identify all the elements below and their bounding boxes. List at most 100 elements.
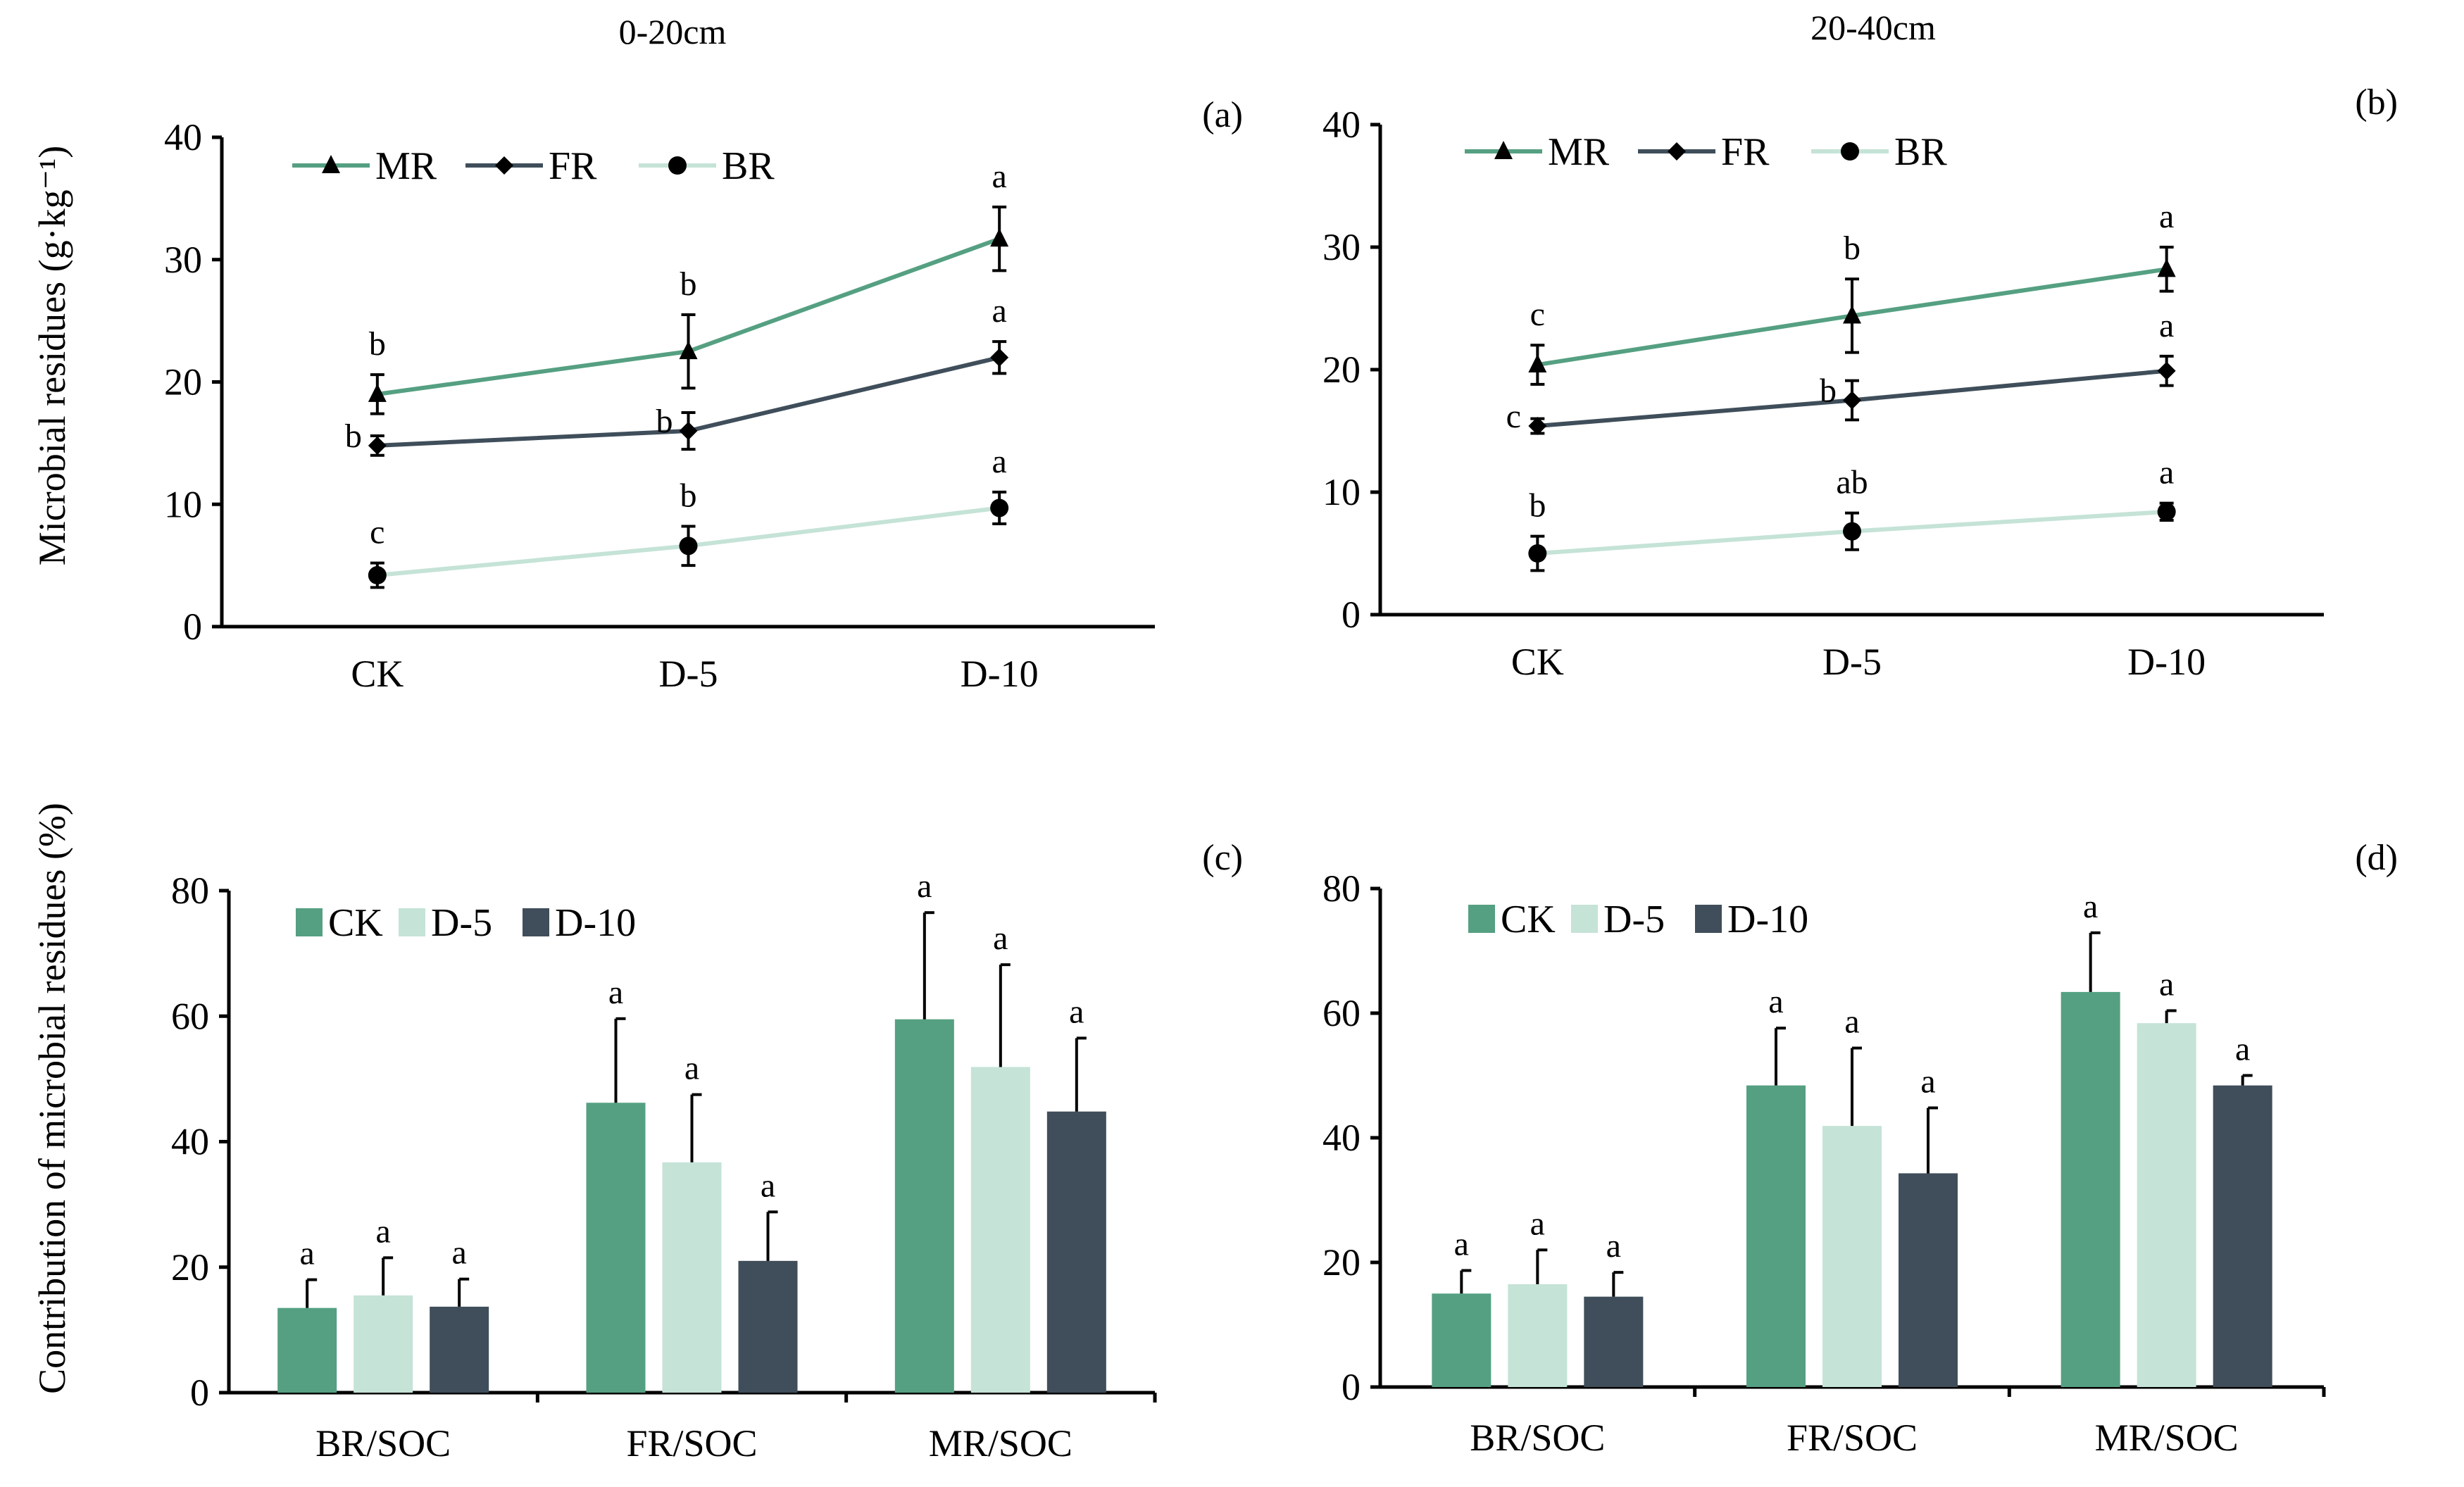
panel-b-sig-letter-BR-CK: b (1529, 487, 1546, 525)
panel-a-panel-label: (a) (1202, 95, 1243, 135)
panel-b-point-MR-D-10 (2157, 258, 2176, 277)
panel-b-legend-marker-MR (1494, 141, 1513, 159)
panel-b-y-tick-label-0: 0 (1342, 594, 1361, 636)
panel-d-legend-swatch-CK (1468, 905, 1495, 933)
panel-b-point-FR-D-10 (2157, 361, 2176, 380)
panel-b-sig-letter-MR-CK: c (1530, 296, 1545, 333)
panel-d-sig-letter-D-5-FR-SOC: a (1844, 1003, 1859, 1041)
panel-b-sig-letter-FR-D-10: a (2159, 307, 2174, 344)
panel-b-point-BR-D-5 (1843, 522, 1861, 541)
panel-b-sig-letter-FR-CK: c (1506, 398, 1521, 435)
panel-b-point-BR-D-10 (2157, 502, 2176, 521)
panel-a-point-MR-D-10 (990, 228, 1009, 247)
panel-b-x-tick-label-D-5: D-5 (1822, 641, 1882, 683)
panel-d-panel-label: (d) (2355, 838, 2398, 878)
panel-a-sig-letter-MR-D-10: a (992, 158, 1007, 195)
panel-d-bar-CK-MR-SOC (2060, 991, 2120, 1387)
panel-d-legend-swatch-D-10 (1695, 905, 1722, 933)
panel-a-x-tick-label-D-5: D-5 (659, 653, 718, 695)
panel-c-bar-D-10-MR-SOC (1046, 1111, 1106, 1393)
panel-b-sig-letter-BR-D-5: ab (1836, 464, 1868, 501)
panel-c-sig-letter-CK-MR-SOC: a (917, 867, 932, 905)
panel-d-bar-chart: 0 20 40 60 80 BR/SOC a a a FR/SOC a a a MR/SOC a a a CK D-… (1322, 838, 2398, 1459)
panel-b-point-BR-CK (1528, 544, 1547, 563)
panel-a-point-BR-CK (368, 566, 387, 585)
panel-a-point-MR-CK (368, 383, 387, 402)
panel-d-bar-D-5-BR-SOC (1508, 1284, 1568, 1387)
panel-c-y-tick-label-0: 0 (190, 1372, 209, 1414)
panel-c-legend-label-D-5: D-5 (431, 901, 492, 945)
panel-d-y-tick-label-20: 20 (1322, 1241, 1361, 1284)
panel-c-legend-swatch-D-10 (523, 908, 549, 936)
panel-a-sig-letter-BR-CK: c (370, 514, 384, 551)
panel-c-sig-letter-D-5-FR-SOC: a (684, 1050, 699, 1087)
panel-d-sig-letter-CK-FR-SOC: a (1768, 983, 1783, 1020)
panel-a-y-tick-label-30: 30 (164, 239, 202, 281)
panel-c-bar-D-10-FR-SOC (738, 1260, 798, 1393)
panel-b-legend-marker-FR (1668, 142, 1686, 161)
panel-d-sig-letter-D-10-BR-SOC: a (1606, 1227, 1621, 1265)
panel-c-sig-letter-D-10-MR-SOC: a (1069, 993, 1084, 1030)
panel-c-legend-swatch-D-5 (399, 908, 425, 936)
panel-a-sig-letter-MR-D-5: b (680, 265, 697, 303)
y-axis-label-top: Microbial residues (g·kg⁻¹) (31, 146, 73, 566)
depth-title-0-20cm: 0-20cm (619, 12, 727, 51)
panel-d-sig-letter-CK-MR-SOC: a (2083, 888, 2098, 925)
panel-a-sig-letter-MR-CK: b (369, 325, 386, 363)
panel-a-sig-letter-FR-CK: b (345, 418, 362, 455)
panel-b-point-FR-D-5 (1843, 391, 1861, 410)
panel-d-sig-letter-D-5-MR-SOC: a (2159, 965, 2174, 1003)
panel-d-sig-letter-D-10-FR-SOC: a (1920, 1063, 1935, 1100)
panel-b-x-tick-label-CK: CK (1511, 641, 1564, 683)
panel-a-legend-label-FR: FR (549, 144, 597, 188)
panel-b-point-MR-CK (1528, 354, 1547, 373)
panel-d-sig-letter-CK-BR-SOC: a (1454, 1226, 1469, 1263)
panel-c-x-tick-label-BR-SOC: BR/SOC (315, 1422, 451, 1464)
panel-a-point-MR-D-5 (679, 341, 698, 360)
panel-b-x-tick-label-D-10: D-10 (2127, 641, 2206, 683)
panel-d-sig-letter-D-10-MR-SOC: a (2235, 1031, 2250, 1068)
panel-a-point-BR-D-10 (990, 498, 1009, 517)
panel-b-point-MR-D-5 (1843, 305, 1861, 324)
panel-a-legend-marker-BR (668, 156, 687, 175)
panel-d-bar-D-5-FR-SOC (1822, 1126, 1882, 1387)
panel-d-x-tick-label-MR-SOC: MR/SOC (2095, 1417, 2239, 1459)
panel-b-y-tick-label-20: 20 (1322, 349, 1361, 391)
panel-d-bar-D-10-BR-SOC (1584, 1296, 1644, 1387)
panel-d-y-tick-label-40: 40 (1322, 1117, 1361, 1159)
panel-d-legend-label-CK: CK (1501, 898, 1556, 941)
panel-d-sig-letter-D-5-BR-SOC: a (1530, 1205, 1545, 1242)
panel-b-sig-letter-MR-D-10: a (2159, 198, 2174, 235)
panel-a-y-tick-label-0: 0 (183, 606, 202, 648)
panel-d-bar-D-5-MR-SOC (2137, 1023, 2196, 1387)
panel-c-legend-label-D-10: D-10 (555, 901, 636, 945)
panel-d-bar-D-10-MR-SOC (2213, 1085, 2272, 1387)
panel-a-y-tick-label-20: 20 (164, 361, 202, 403)
panel-b-sig-letter-BR-D-10: a (2159, 454, 2174, 491)
panel-c-sig-letter-CK-BR-SOC: a (300, 1235, 315, 1272)
panel-d-x-tick-label-FR-SOC: FR/SOC (1787, 1417, 1918, 1459)
panel-c-x-tick-label-MR-SOC: MR/SOC (929, 1422, 1072, 1464)
panel-d-y-tick-label-80: 80 (1322, 867, 1361, 910)
panel-b-y-tick-label-30: 30 (1322, 226, 1361, 268)
panel-d-bar-CK-BR-SOC (1432, 1293, 1491, 1387)
panel-b-point-FR-CK (1528, 417, 1547, 436)
panel-a-x-tick-label-D-10: D-10 (961, 653, 1039, 695)
panel-d-legend-label-D-5: D-5 (1603, 898, 1665, 941)
panel-d-x-tick-label-BR-SOC: BR/SOC (1470, 1417, 1605, 1459)
panel-c-panel-label: (c) (1202, 838, 1243, 878)
panel-d-bar-D-10-FR-SOC (1899, 1173, 1958, 1387)
panel-d-y-tick-label-0: 0 (1342, 1366, 1361, 1408)
panel-c-sig-letter-D-5-MR-SOC: a (993, 920, 1008, 957)
panel-a-y-tick-label-40: 40 (164, 116, 202, 158)
panel-a-legend-label-BR: BR (722, 144, 775, 188)
panel-a-point-FR-D-5 (679, 422, 698, 440)
panel-c-bar-D-10-BR-SOC (430, 1306, 489, 1393)
panel-a-x-tick-label-CK: CK (351, 653, 404, 695)
panel-d-legend-label-D-10: D-10 (1727, 898, 1808, 941)
panel-c-bar-D-5-FR-SOC (662, 1162, 722, 1393)
panel-a-y-tick-label-10: 10 (164, 483, 202, 525)
panel-b-legend-label-MR: MR (1548, 130, 1610, 174)
